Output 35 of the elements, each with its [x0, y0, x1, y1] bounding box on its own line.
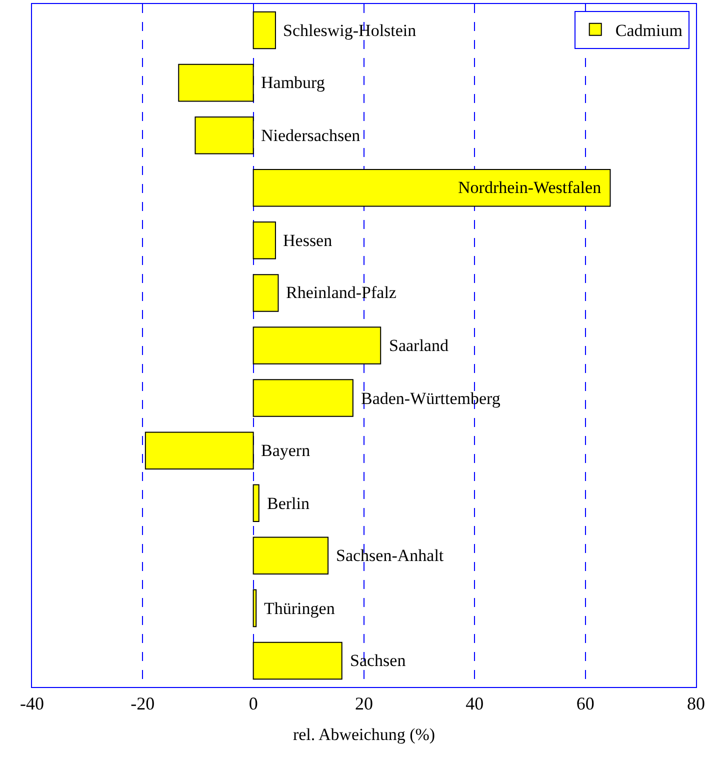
y-tick-label: Schleswig-Holstein: [283, 21, 417, 40]
y-tick-label: Hamburg: [261, 73, 326, 92]
y-tick-label: Sachsen: [350, 651, 406, 670]
bar: [144, 432, 254, 470]
x-tick-label: 40: [466, 694, 484, 714]
y-tick-label: Rheinland-Pfalz: [286, 283, 397, 302]
x-tick-label: 0: [248, 694, 258, 714]
bar: [252, 326, 382, 364]
bar: [252, 274, 279, 312]
bar: [252, 536, 329, 575]
y-tick-label: Niedersachsen: [261, 126, 361, 145]
y-tick-label: Sachsen-Anhalt: [336, 546, 444, 565]
x-axis-title: rel. Abweichung (%): [292, 725, 436, 744]
bar: [194, 116, 254, 154]
bar: [178, 64, 254, 102]
x-tick-label: 20: [355, 694, 373, 714]
x-tick-label: 80: [687, 694, 705, 714]
bar: [252, 169, 611, 207]
bar: [252, 589, 257, 628]
y-tick-label: Nordrhein-Westfalen: [458, 178, 602, 197]
bar: [252, 11, 276, 50]
y-tick-label: Berlin: [267, 494, 310, 513]
y-tick-label: Thüringen: [264, 599, 336, 618]
bar: [252, 222, 276, 260]
y-tick-label: Bayern: [261, 441, 311, 460]
legend-label: Cadmium: [615, 21, 682, 40]
x-tick-label: 60: [576, 694, 594, 714]
bar: [252, 379, 354, 417]
y-tick-label: Hessen: [283, 231, 333, 250]
y-tick-label: Saarland: [389, 336, 449, 355]
bar: [252, 642, 342, 680]
bar: [252, 484, 260, 522]
x-tick-label: -20: [130, 694, 155, 714]
y-tick-label: Baden-Württemberg: [361, 389, 501, 408]
x-tick-label: -40: [20, 694, 44, 714]
